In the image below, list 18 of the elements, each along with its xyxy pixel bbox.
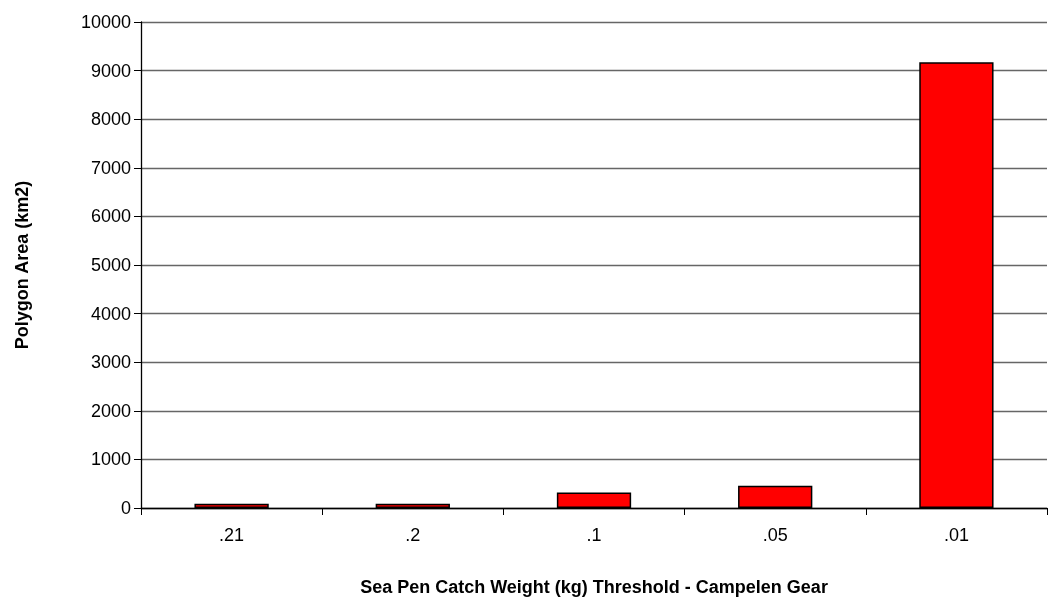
y-axis-title: Polygon Area (km2) (12, 180, 32, 350)
y-tick-label: 7000 (90, 157, 131, 178)
y-tick-label: 10000 (80, 12, 131, 32)
x-axis-title: Sea Pen Catch Weight (kg) Threshold - Campelen Gear (360, 577, 828, 597)
y-tick-label: 0 (120, 498, 131, 518)
x-tick-label: .2 (405, 525, 421, 545)
y-tick-label: 6000 (90, 206, 131, 227)
y-tick-label: 3000 (90, 352, 131, 373)
x-tick-label: .1 (586, 525, 602, 545)
y-tick-label: 9000 (90, 60, 131, 81)
y-tick-label: 1000 (90, 449, 131, 470)
x-tick-label: .21 (219, 525, 245, 545)
y-tick-label: 5000 (90, 255, 131, 275)
x-tick-label: .01 (943, 525, 969, 545)
x-tick-label: .05 (762, 525, 788, 545)
y-tick-label: 2000 (90, 400, 131, 421)
y-tick-label: 8000 (90, 109, 131, 130)
y-tick-label: 4000 (90, 303, 131, 324)
